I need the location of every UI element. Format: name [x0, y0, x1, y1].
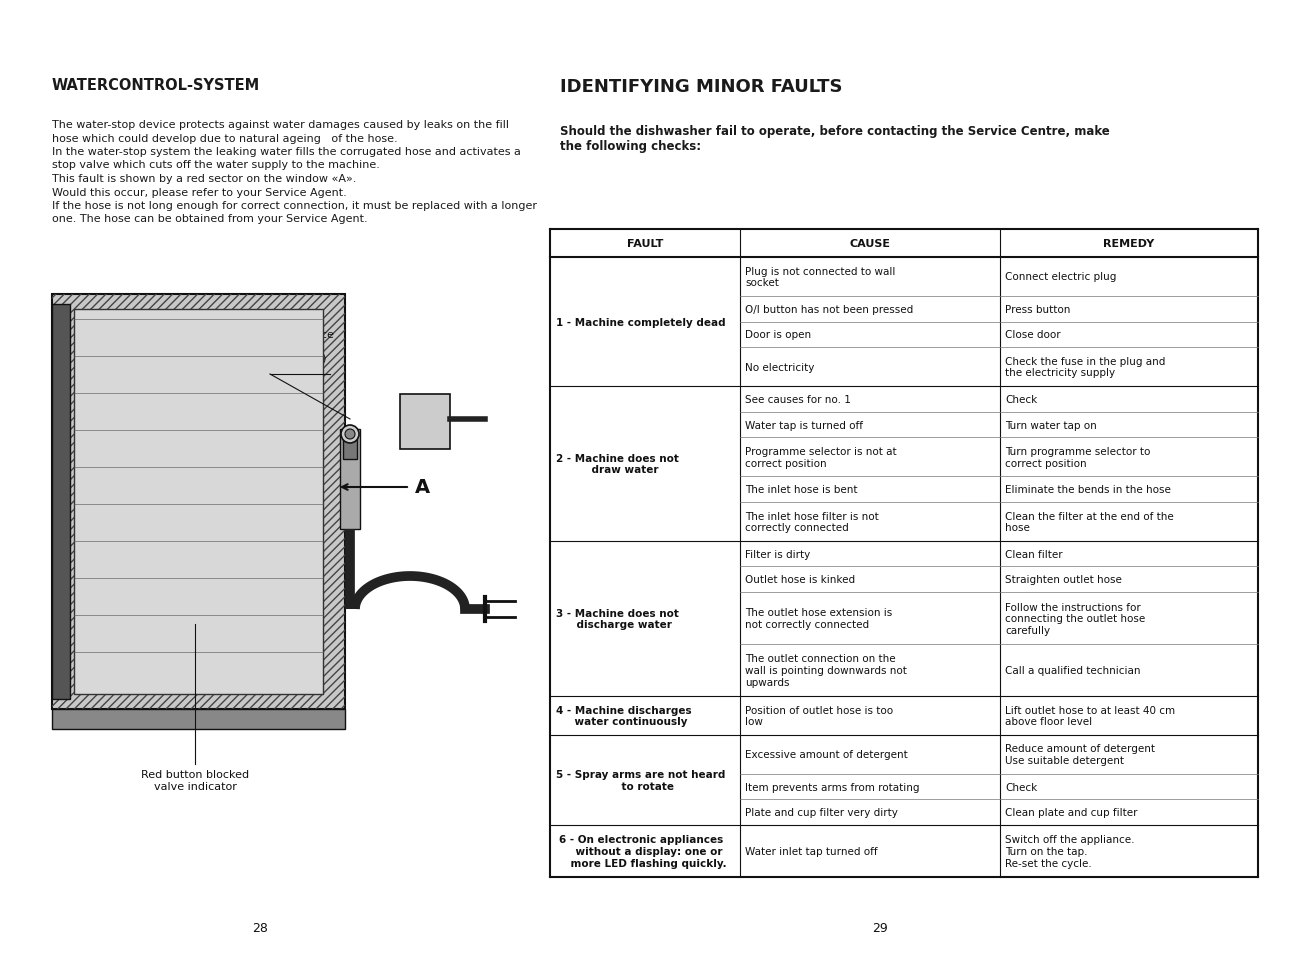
Text: Programme selector is not at
correct position: Programme selector is not at correct pos… — [746, 447, 896, 468]
Text: Plate and cup filter very dirty: Plate and cup filter very dirty — [746, 807, 897, 818]
Bar — [52, 709, 345, 729]
Text: Straighten outlet hose: Straighten outlet hose — [1005, 575, 1122, 585]
Text: 29: 29 — [872, 921, 888, 934]
Text: If the hose is not long enough for correct connection, it must be replaced with : If the hose is not long enough for corre… — [52, 201, 538, 211]
Text: Connect electric plug: Connect electric plug — [1005, 273, 1116, 282]
Text: Check: Check — [1005, 395, 1037, 404]
Text: Eliminate the bends in the hose: Eliminate the bends in the hose — [1005, 484, 1171, 495]
Text: Would this occur, please refer to your Service Agent.: Would this occur, please refer to your S… — [52, 188, 347, 197]
Text: The water-stop device protects against water damages caused by leaks on the fill: The water-stop device protects against w… — [52, 120, 509, 130]
Text: The outlet connection on the
wall is pointing downwards not
upwards: The outlet connection on the wall is poi… — [746, 654, 906, 687]
Text: Red button blocked
valve indicator: Red button blocked valve indicator — [141, 769, 249, 791]
Text: Lift outlet hose to at least 40 cm
above floor level: Lift outlet hose to at least 40 cm above… — [1005, 705, 1175, 726]
Text: WATERCONTROL-SYSTEM: WATERCONTROL-SYSTEM — [52, 78, 260, 92]
Text: Clean plate and cup filter: Clean plate and cup filter — [1005, 807, 1138, 818]
Text: FAULT: FAULT — [627, 239, 663, 249]
Text: 1 - Machine completely dead: 1 - Machine completely dead — [556, 317, 726, 327]
Text: 28: 28 — [252, 921, 268, 934]
Bar — [52, 294, 345, 709]
Text: 2 - Machine does not
    draw water: 2 - Machine does not draw water — [556, 453, 679, 475]
Bar — [400, 395, 450, 450]
Text: The outlet hose extension is
not correctly connected: The outlet hose extension is not correct… — [746, 608, 892, 629]
Text: 4 - Machine discharges
    water continuously: 4 - Machine discharges water continuousl… — [556, 705, 692, 726]
Text: IDENTIFYING MINOR FAULTS: IDENTIFYING MINOR FAULTS — [560, 78, 842, 96]
Bar — [52, 305, 71, 700]
Text: Reduce amount of detergent
Use suitable detergent: Reduce amount of detergent Use suitable … — [1005, 743, 1155, 765]
Text: Water inlet tap turned off: Water inlet tap turned off — [746, 846, 878, 856]
Circle shape — [345, 430, 354, 439]
Text: CAUSE: CAUSE — [849, 239, 891, 249]
Text: Close door: Close door — [1005, 330, 1061, 340]
Bar — [52, 294, 345, 709]
Text: Filter is dirty: Filter is dirty — [746, 549, 810, 559]
Text: In the water-stop system the leaking water fills the corrugated hose and activat: In the water-stop system the leaking wat… — [52, 147, 521, 157]
Text: Turn water tap on: Turn water tap on — [1005, 420, 1096, 430]
Text: Check the fuse in the plug and
the electricity supply: Check the fuse in the plug and the elect… — [1005, 356, 1165, 378]
Bar — [343, 439, 357, 459]
Text: Position of outlet hose is too
low: Position of outlet hose is too low — [746, 705, 893, 726]
Text: Should the dishwasher fail to operate, before contacting the Service Centre, mak: Should the dishwasher fail to operate, b… — [560, 125, 1109, 138]
Text: the following checks:: the following checks: — [560, 140, 701, 152]
Text: Press button: Press button — [1005, 304, 1070, 314]
Text: No electricity: No electricity — [746, 362, 815, 373]
Text: Call a qualified technician: Call a qualified technician — [1005, 665, 1141, 676]
Text: Turn programme selector to
correct position: Turn programme selector to correct posit… — [1005, 447, 1150, 468]
Bar — [340, 430, 360, 530]
Text: Item prevents arms from rotating: Item prevents arms from rotating — [746, 781, 920, 792]
Text: O/I button has not been pressed: O/I button has not been pressed — [746, 304, 913, 314]
Text: Door is open: Door is open — [746, 330, 811, 340]
Text: Water tap is turned off: Water tap is turned off — [746, 420, 863, 430]
Text: Plug is not connected to wall
socket: Plug is not connected to wall socket — [746, 266, 896, 288]
Text: Switch off the appliance.
Turn on the tap.
Re-set the cycle.: Switch off the appliance. Turn on the ta… — [1005, 835, 1134, 868]
Text: stop valve which cuts off the water supply to the machine.: stop valve which cuts off the water supp… — [52, 160, 379, 171]
Circle shape — [341, 426, 358, 443]
Text: Clean filter: Clean filter — [1005, 549, 1062, 559]
Bar — [75, 310, 323, 695]
Text: 5 - Spray arms are not heard
    to rotate: 5 - Spray arms are not heard to rotate — [556, 769, 726, 791]
Text: Outlet hose is kinked: Outlet hose is kinked — [746, 575, 855, 585]
Text: Safety antitwist device
(press and twist to
remove the washer): Safety antitwist device (press and twist… — [207, 330, 334, 363]
Text: Follow the instructions for
connecting the outlet hose
carefully: Follow the instructions for connecting t… — [1005, 602, 1146, 635]
Text: one. The hose can be obtained from your Service Agent.: one. The hose can be obtained from your … — [52, 214, 368, 224]
Text: REMEDY: REMEDY — [1104, 239, 1155, 249]
Text: The inlet hose is bent: The inlet hose is bent — [746, 484, 858, 495]
Text: The inlet hose filter is not
correctly connected: The inlet hose filter is not correctly c… — [746, 511, 879, 533]
Text: Check: Check — [1005, 781, 1037, 792]
Text: Clean the filter at the end of the
hose: Clean the filter at the end of the hose — [1005, 511, 1173, 533]
Text: This fault is shown by a red sector on the window «A».: This fault is shown by a red sector on t… — [52, 173, 356, 184]
Text: hose which could develop due to natural ageing   of the hose.: hose which could develop due to natural … — [52, 133, 398, 143]
Text: See causes for no. 1: See causes for no. 1 — [746, 395, 852, 404]
Text: 3 - Machine does not
    discharge water: 3 - Machine does not discharge water — [556, 608, 679, 630]
Text: Excessive amount of detergent: Excessive amount of detergent — [746, 749, 908, 760]
Text: A: A — [415, 478, 430, 497]
Text: 6 - On electronic appliances
    without a display: one or
    more LED flashing: 6 - On electronic appliances without a d… — [556, 835, 727, 868]
